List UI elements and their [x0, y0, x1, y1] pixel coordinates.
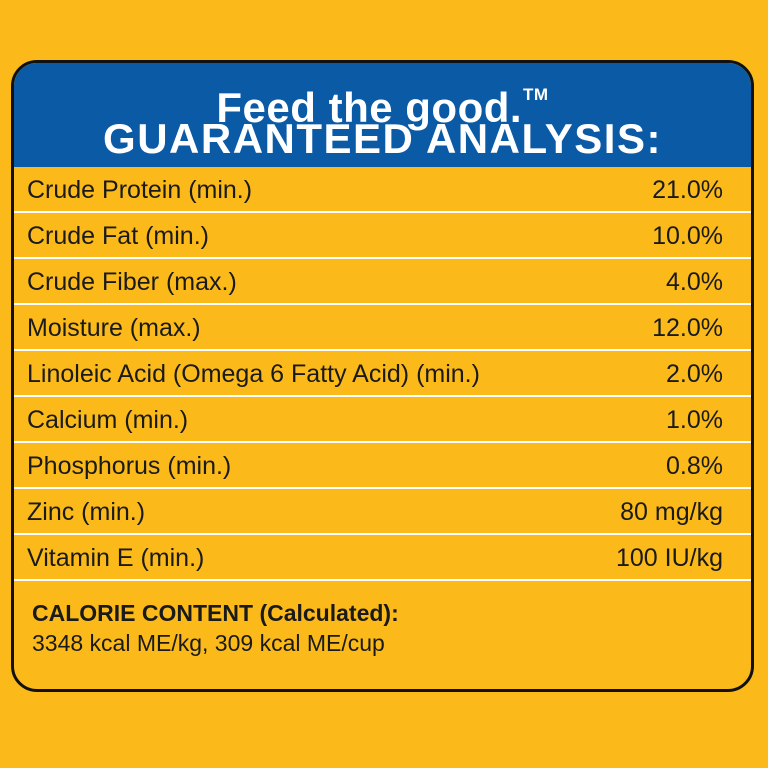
row-value: 21.0%: [652, 176, 723, 204]
table-row: Moisture (max.) 12.0%: [14, 305, 751, 351]
calorie-value: 3348 kcal ME/kg, 309 kcal ME/cup: [32, 630, 385, 656]
table-row: Calcium (min.) 1.0%: [14, 397, 751, 443]
page-title: GUARANTEED ANALYSIS:: [103, 115, 662, 162]
row-label: Vitamin E (min.): [27, 544, 205, 572]
table-row: Linoleic Acid (Omega 6 Fatty Acid) (min.…: [14, 351, 751, 397]
row-value: 1.0%: [666, 406, 723, 434]
row-value: 80 mg/kg: [620, 498, 723, 526]
row-label: Linoleic Acid (Omega 6 Fatty Acid) (min.…: [27, 360, 480, 388]
table-row: Crude Fiber (max.) 4.0%: [14, 259, 751, 305]
guaranteed-analysis-panel: Feed the good.TM GUARANTEED ANALYSIS: Cr…: [11, 60, 754, 692]
table-row: Zinc (min.) 80 mg/kg: [14, 489, 751, 535]
tagline-text: Feed the good.: [216, 84, 523, 131]
row-label: Crude Fat (min.): [27, 222, 209, 250]
trademark-symbol: TM: [523, 85, 549, 104]
tagline: Feed the good.TM: [14, 71, 751, 132]
table-row: Crude Protein (min.) 21.0%: [14, 167, 751, 213]
table-row: Crude Fat (min.) 10.0%: [14, 213, 751, 259]
row-value: 100 IU/kg: [615, 544, 723, 572]
row-value: 10.0%: [652, 222, 723, 250]
row-label: Moisture (max.): [27, 314, 201, 342]
row-value: 4.0%: [666, 268, 723, 296]
row-label: Zinc (min.): [27, 498, 146, 526]
table-row: Vitamin E (min.) 100 IU/kg: [14, 535, 751, 581]
header-banner: Feed the good.TM GUARANTEED ANALYSIS:: [14, 63, 751, 167]
row-label: Phosphorus (min.): [27, 452, 232, 480]
row-label: Calcium (min.): [27, 406, 189, 434]
calorie-title: CALORIE CONTENT (Calculated):: [32, 600, 399, 626]
calorie-content: CALORIE CONTENT (Calculated): 3348 kcal …: [32, 598, 399, 658]
analysis-table: Crude Protein (min.) 21.0% Crude Fat (mi…: [14, 167, 751, 581]
row-value: 0.8%: [666, 452, 723, 480]
row-value: 2.0%: [666, 360, 723, 388]
row-value: 12.0%: [652, 314, 723, 342]
row-label: Crude Fiber (max.): [27, 268, 237, 296]
table-row: Phosphorus (min.) 0.8%: [14, 443, 751, 489]
row-label: Crude Protein (min.): [27, 176, 253, 204]
